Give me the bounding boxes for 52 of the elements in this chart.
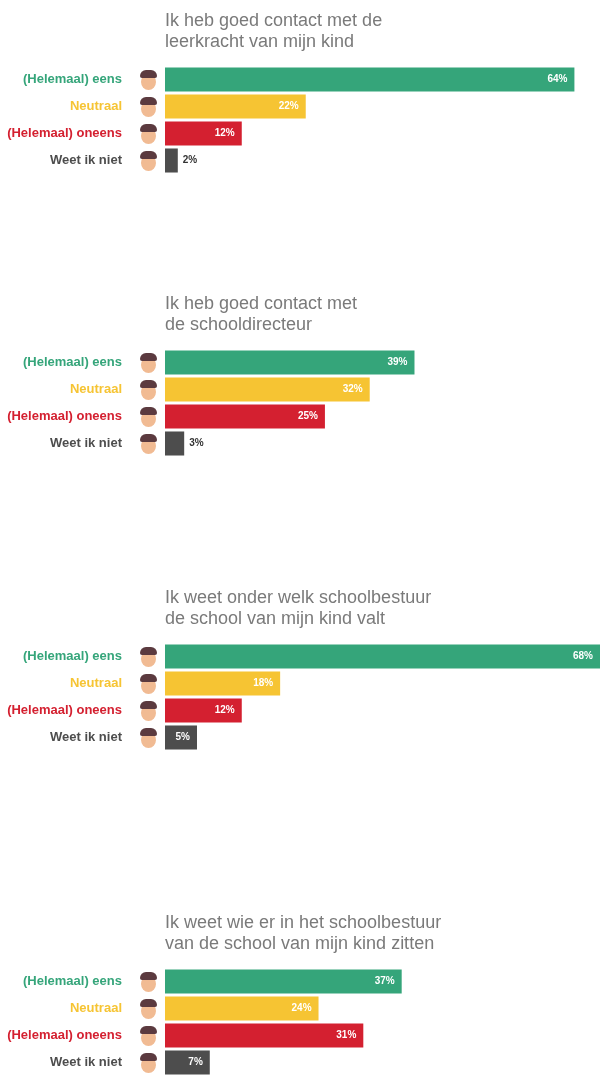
- y-tick-label: (Helemaal) eens: [23, 973, 122, 989]
- data-label: 12%: [214, 127, 235, 139]
- bar: [165, 431, 185, 456]
- y-tick-label: (Helemaal) oneens: [7, 1027, 122, 1043]
- bar: [165, 1050, 210, 1075]
- bar: [165, 404, 325, 429]
- bar: [165, 148, 178, 173]
- y-tick-label: Weet ik niet: [49, 152, 123, 168]
- bar: [165, 698, 242, 723]
- data-label: 64%: [547, 73, 568, 85]
- data-label: 32%: [342, 383, 363, 395]
- data-label: 31%: [336, 1029, 357, 1041]
- y-tick-label: Weet ik niet: [49, 729, 123, 745]
- data-label: 39%: [387, 356, 408, 368]
- bar: [165, 725, 197, 750]
- y-tick-label: Neutraal: [69, 675, 122, 691]
- bar: [165, 67, 575, 92]
- chart-title: Ik weet onder welk schoolbestuur de school van mijn kind valt: [165, 587, 433, 629]
- data-label: 18%: [253, 677, 274, 689]
- y-tick-label: Weet ik niet: [49, 435, 123, 451]
- y-tick-label: (Helemaal) eens: [23, 354, 122, 370]
- bar: [165, 671, 281, 696]
- chart-title: Ik weet wie er in het schoolbestuur van de school van mijn kind zitten: [165, 912, 443, 954]
- y-tick-label: Neutraal: [69, 98, 122, 114]
- data-label: 22%: [278, 100, 299, 112]
- data-label: 3%: [189, 437, 204, 449]
- y-tick-label: Neutraal: [69, 1000, 122, 1016]
- data-label: 37%: [374, 975, 395, 987]
- data-label: 5%: [175, 731, 191, 743]
- bar: [165, 94, 306, 119]
- bar: [165, 996, 319, 1021]
- y-tick-label: (Helemaal) oneens: [7, 408, 122, 424]
- y-tick-label: (Helemaal) eens: [23, 648, 122, 664]
- data-label: 25%: [297, 410, 319, 422]
- chart-title: Ik heb goed contact met de schooldirecteur: [165, 293, 359, 335]
- data-label: 12%: [214, 704, 235, 716]
- bar: [165, 969, 402, 994]
- y-tick-label: (Helemaal) eens: [23, 71, 122, 87]
- y-tick-label: (Helemaal) oneens: [7, 702, 122, 718]
- data-label: 24%: [291, 1002, 312, 1014]
- bar: [165, 644, 600, 669]
- data-label: 2%: [182, 154, 198, 166]
- y-tick-label: Weet ik niet: [49, 1054, 123, 1070]
- y-tick-label: Neutraal: [69, 381, 122, 397]
- bar: [165, 350, 415, 375]
- bar: [165, 121, 242, 146]
- bar: [165, 377, 370, 402]
- chart-title: Ik heb goed contact met de leerkracht van mijn kind: [165, 10, 384, 52]
- y-tick-label: (Helemaal) oneens: [7, 125, 122, 141]
- bar: [165, 1023, 364, 1048]
- data-label: 7%: [188, 1056, 203, 1068]
- data-label: 68%: [572, 650, 594, 662]
